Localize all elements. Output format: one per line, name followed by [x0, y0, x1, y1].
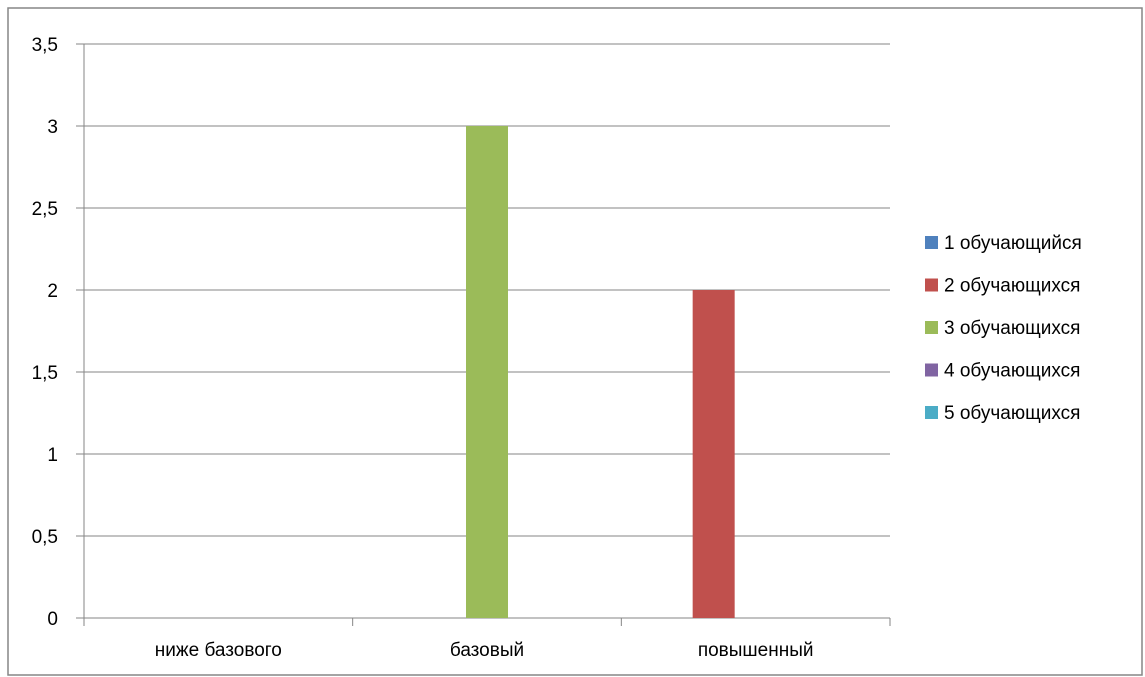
bar [692, 290, 735, 618]
legend-swatch [925, 236, 938, 249]
chart-frame [7, 7, 1143, 676]
legend-swatch [925, 363, 938, 377]
y-tick-label: 0,5 [32, 527, 58, 548]
bars [466, 126, 735, 618]
x-tick-label: ниже базового [155, 640, 282, 661]
legend-label: 3 обучающихся [944, 318, 1080, 339]
legend-label: 4 обучающихся [944, 361, 1080, 382]
axes: 0 0,5 1 1,5 2 2,5 3 3,5 ниже базового базовый повы… [32, 35, 891, 661]
legend-label: 1 обучающийся [944, 233, 1082, 254]
legend-swatch [925, 406, 938, 419]
bar [466, 126, 508, 618]
y-tick-label: 1,5 [32, 363, 58, 384]
y-tick-label: 1 [47, 445, 58, 466]
y-tick-label: 2,5 [32, 199, 58, 220]
legend-label: 5 обучающихся [944, 403, 1080, 424]
legend-label: 2 обучающихся [944, 276, 1080, 297]
x-tick-label: базовый [450, 640, 524, 661]
legend: 1 обучающийся 2 обучающихся 3 обучающихся 4… [925, 233, 1082, 424]
y-tick-label: 2 [47, 281, 58, 302]
legend-swatch [925, 321, 938, 334]
x-tick-label: повышенный [698, 640, 814, 661]
y-tick-label: 0 [47, 609, 58, 630]
y-tick-label: 3,5 [32, 35, 58, 56]
legend-swatch [925, 278, 938, 292]
y-tick-label: 3 [47, 117, 58, 138]
